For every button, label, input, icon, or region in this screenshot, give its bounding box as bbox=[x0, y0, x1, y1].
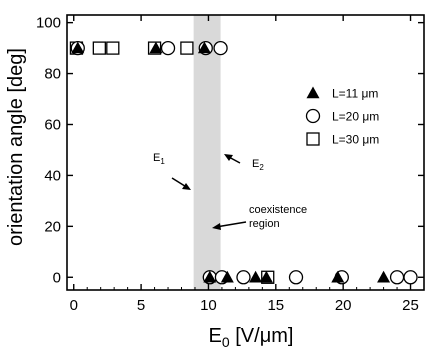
annotations: E1 E2 coexistence region bbox=[153, 152, 307, 230]
data-point bbox=[106, 41, 120, 55]
legend-label: L=30 μm bbox=[332, 133, 379, 147]
data-point bbox=[259, 270, 273, 283]
x-tick-label: 20 bbox=[335, 297, 352, 314]
legend: L=11 μm L=20 μm L=30 μm bbox=[305, 86, 379, 147]
data-point bbox=[220, 270, 234, 283]
data-point bbox=[389, 270, 405, 285]
coexistence-label: coexistence bbox=[249, 204, 307, 216]
data-point bbox=[149, 41, 163, 54]
coexistence-arrow-head bbox=[212, 223, 221, 230]
e1-arrow-head bbox=[182, 183, 191, 190]
data-point bbox=[71, 41, 85, 54]
e2-arrow-head bbox=[224, 154, 233, 161]
plot-frame bbox=[66, 14, 425, 291]
x-tick-label: 15 bbox=[267, 297, 284, 314]
legend-label: L=11 μm bbox=[332, 87, 378, 101]
data-point bbox=[331, 270, 345, 283]
coexistence-label: region bbox=[249, 218, 280, 230]
legend-label: L=20 μm bbox=[332, 110, 379, 124]
y-tick-label: 40 bbox=[44, 167, 61, 184]
y-tick-label: 20 bbox=[44, 218, 61, 235]
legend-marker bbox=[305, 108, 321, 124]
x-tick-label: 0 bbox=[70, 297, 78, 314]
x-tick-label: 5 bbox=[137, 297, 145, 314]
coexistence-band bbox=[193, 15, 221, 290]
data-point bbox=[249, 270, 263, 283]
data-point bbox=[288, 270, 304, 285]
e1-label: E1 bbox=[153, 152, 165, 166]
data-point bbox=[203, 270, 217, 283]
legend-marker bbox=[306, 86, 320, 99]
legend-marker bbox=[306, 132, 320, 146]
data-point bbox=[180, 41, 194, 55]
data-point bbox=[236, 270, 251, 285]
x-tick-label: 10 bbox=[200, 297, 217, 314]
x-axis-title: E0 [V/μm] bbox=[209, 325, 294, 350]
x-tick-label: 25 bbox=[402, 297, 419, 314]
y-axis-title: orientation angle [deg] bbox=[5, 48, 27, 246]
data-point bbox=[197, 41, 211, 54]
e2-label: E2 bbox=[252, 158, 264, 172]
data-point bbox=[160, 40, 176, 56]
data-points bbox=[69, 40, 418, 285]
y-tick-label: 80 bbox=[44, 66, 61, 83]
data-point bbox=[92, 41, 106, 55]
data-point bbox=[403, 270, 418, 285]
data-point bbox=[377, 270, 391, 283]
y-tick-label: 100 bbox=[36, 15, 61, 32]
y-tick-label: 0 bbox=[53, 269, 61, 286]
coexistence-arrow bbox=[215, 221, 247, 228]
y-tick-label: 60 bbox=[44, 116, 61, 133]
axis-ticks: 0 5 10 15 20 25 0 20 40 60 80 100 bbox=[36, 15, 424, 314]
data-point bbox=[213, 40, 228, 56]
